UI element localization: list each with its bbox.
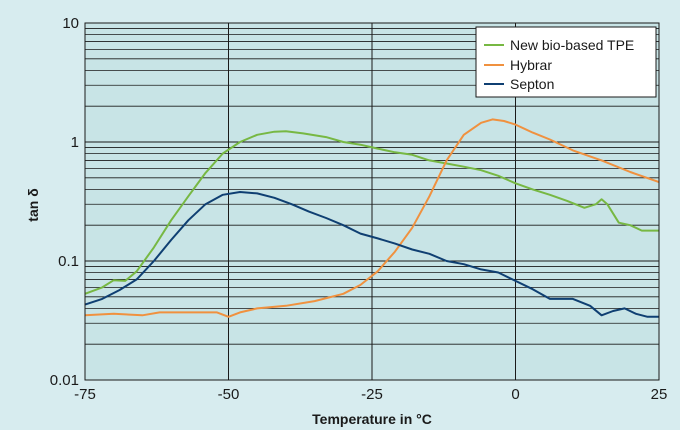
- series-layer: [84, 118, 660, 318]
- x-tick-label: 0: [511, 386, 519, 403]
- series-line-2: [84, 191, 659, 318]
- x-axis-title: Temperature in °C: [312, 411, 432, 427]
- legend-label-2: Septon: [510, 76, 554, 92]
- x-tick-label: -75: [74, 386, 96, 403]
- legend-label-1: Hybrar: [510, 57, 552, 73]
- y-tick-label: 1: [71, 134, 79, 151]
- x-tick-label: -25: [361, 386, 383, 403]
- y-tick-label: 10: [62, 15, 79, 32]
- x-tick-labels: -75 -50 -25 0 25: [74, 386, 667, 403]
- x-tick-label: -50: [218, 386, 240, 403]
- y-tick-labels: 0.01 0.1 1 10: [50, 15, 79, 389]
- series-line-1: [84, 118, 660, 318]
- y-tick-label: 0.01: [50, 372, 79, 389]
- y-tick-label: 0.1: [58, 253, 79, 270]
- legend-label-0: New bio-based TPE: [510, 37, 634, 53]
- legend-box: [475, 26, 657, 98]
- x-tick-label: 25: [651, 386, 668, 403]
- y-axis-title: tan δ: [25, 188, 41, 221]
- legend: New bio-based TPE Hybrar Septon: [475, 26, 657, 98]
- series-line-0: [84, 130, 659, 295]
- plot-frame: [84, 22, 660, 381]
